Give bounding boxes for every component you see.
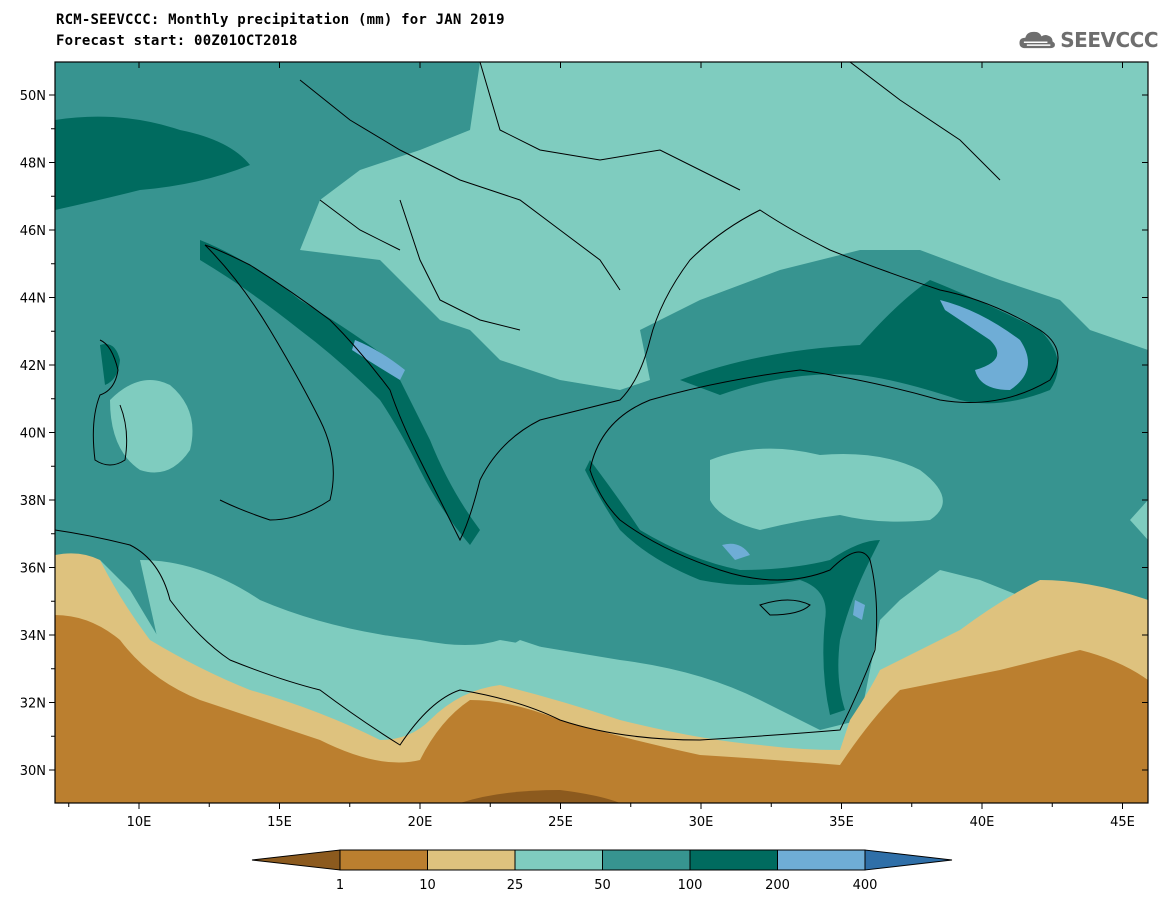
colorbar: 1 10 25 50 100 200 400 xyxy=(251,849,953,893)
colorbar-label: 25 xyxy=(507,878,524,893)
colorbar-max-arrow xyxy=(864,849,953,871)
colorbar-box xyxy=(514,849,603,871)
lat-label: 30N xyxy=(20,764,46,779)
colorbar-box xyxy=(689,849,778,871)
lon-label: 35E xyxy=(829,815,854,830)
colorbar-label: 50 xyxy=(594,878,611,893)
lon-label: 40E xyxy=(970,815,995,830)
colorbar-label: 100 xyxy=(678,878,703,893)
lat-label: 40N xyxy=(20,427,46,442)
lat-label: 50N xyxy=(20,89,46,104)
lat-label: 46N xyxy=(20,224,46,239)
lat-label: 32N xyxy=(20,697,46,712)
colorbar-box xyxy=(339,849,428,871)
longitude-axis: 10E 15E 20E 25E 30E 35E 40E 45E xyxy=(68,62,1135,830)
logo-text: SEEVCCC xyxy=(1060,28,1158,52)
map-field xyxy=(55,62,1148,803)
seevccc-logo: SEEVCCC xyxy=(1018,22,1158,58)
colorbar-label: 400 xyxy=(853,878,878,893)
latitude-axis: 50N 48N 46N 44N 42N 40N 38N 36N 34N 32N 30N xyxy=(20,89,1148,779)
lat-label: 34N xyxy=(20,629,46,644)
lat-label: 44N xyxy=(20,292,46,307)
colorbar-box xyxy=(777,849,866,871)
colorbar-label: 10 xyxy=(419,878,436,893)
colorbar-box xyxy=(427,849,516,871)
lon-label: 20E xyxy=(408,815,433,830)
lon-label: 15E xyxy=(267,815,292,830)
lon-label: 10E xyxy=(127,815,152,830)
colorbar-label: 1 xyxy=(336,878,344,893)
lon-label: 30E xyxy=(689,815,714,830)
lat-label: 38N xyxy=(20,494,46,509)
lat-label: 36N xyxy=(20,562,46,577)
colorbar-min-arrow xyxy=(251,849,341,871)
colorbar-label: 200 xyxy=(765,878,790,893)
coastlines xyxy=(55,62,1059,746)
cloud-icon xyxy=(1019,31,1055,49)
lon-label: 45E xyxy=(1110,815,1135,830)
colorbar-box xyxy=(602,849,691,871)
map-title: RCM-SEEVCCC: Monthly precipitation (mm) … xyxy=(56,12,505,28)
lat-label: 42N xyxy=(20,359,46,374)
lon-label: 25E xyxy=(548,815,573,830)
forecast-start-subtitle: Forecast start: 00Z01OCT2018 xyxy=(56,33,298,49)
lat-label: 48N xyxy=(20,157,46,172)
